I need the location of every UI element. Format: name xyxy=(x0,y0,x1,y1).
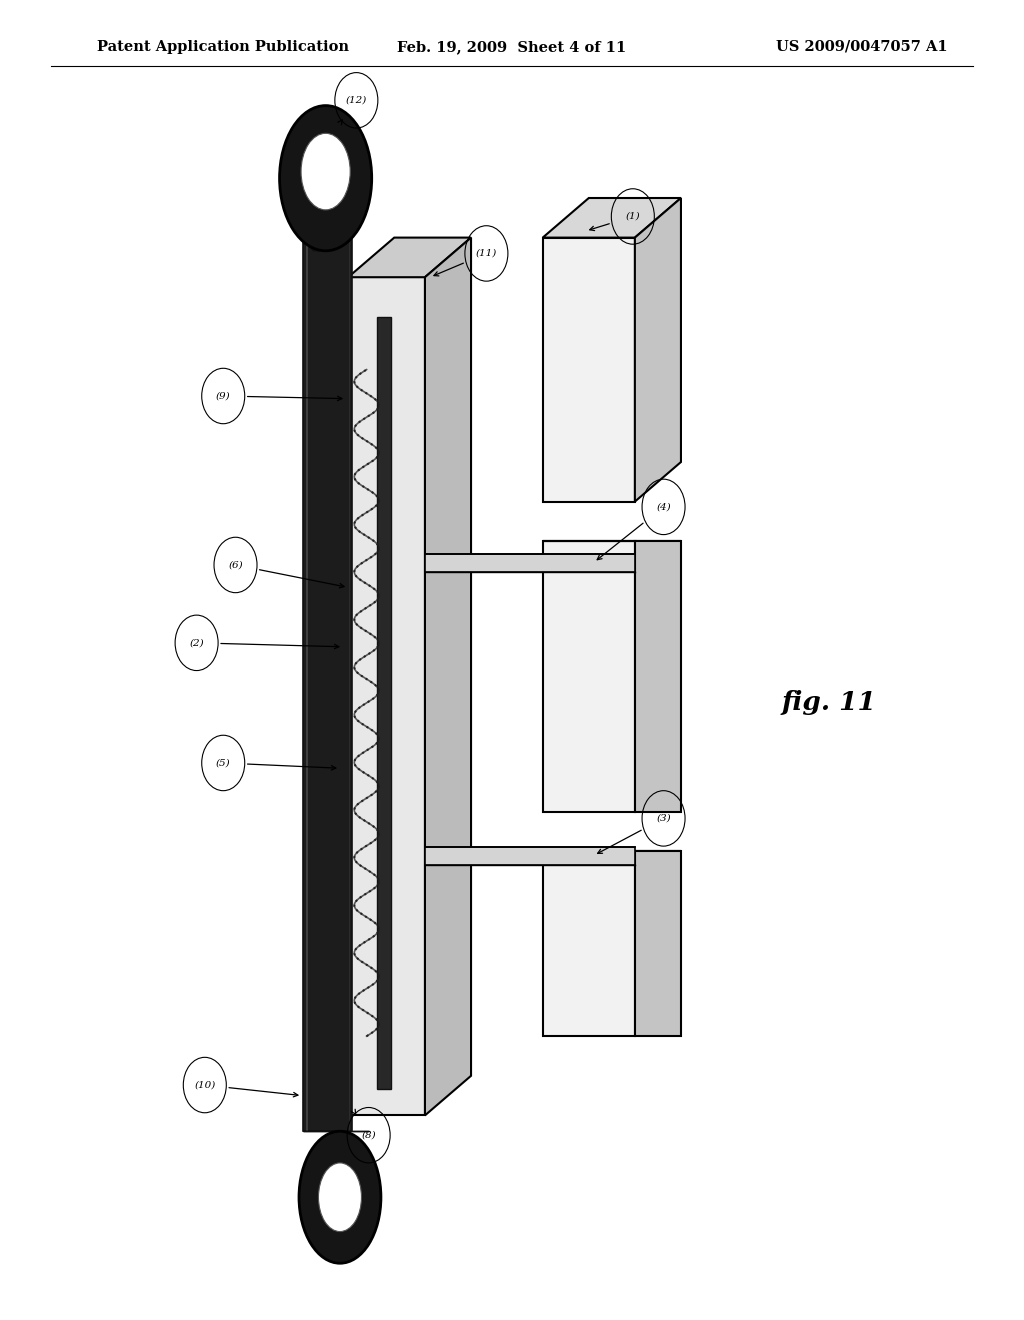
Polygon shape xyxy=(303,238,352,251)
Text: (5): (5) xyxy=(216,759,230,767)
Text: (4): (4) xyxy=(656,503,671,511)
Text: (9): (9) xyxy=(216,392,230,400)
Polygon shape xyxy=(635,198,681,502)
Polygon shape xyxy=(425,847,635,865)
Text: Patent Application Publication: Patent Application Publication xyxy=(97,40,349,54)
Text: (8): (8) xyxy=(361,1131,376,1139)
Text: (6): (6) xyxy=(228,561,243,569)
Text: (10): (10) xyxy=(195,1081,215,1089)
Text: (1): (1) xyxy=(626,213,640,220)
Polygon shape xyxy=(303,238,352,1131)
Text: fig. 11: fig. 11 xyxy=(782,690,877,714)
Polygon shape xyxy=(348,238,471,277)
Polygon shape xyxy=(543,238,635,502)
Text: US 2009/0047057 A1: US 2009/0047057 A1 xyxy=(775,40,947,54)
Polygon shape xyxy=(425,238,471,1115)
Text: (3): (3) xyxy=(656,814,671,822)
Ellipse shape xyxy=(318,1163,361,1232)
Ellipse shape xyxy=(280,106,372,251)
Ellipse shape xyxy=(299,1131,381,1263)
Text: (12): (12) xyxy=(346,96,367,104)
Polygon shape xyxy=(635,851,681,1036)
Text: (11): (11) xyxy=(476,249,497,257)
Polygon shape xyxy=(425,554,635,572)
Polygon shape xyxy=(348,277,425,1115)
Polygon shape xyxy=(543,851,635,1036)
Text: (2): (2) xyxy=(189,639,204,647)
Text: Feb. 19, 2009  Sheet 4 of 11: Feb. 19, 2009 Sheet 4 of 11 xyxy=(397,40,627,54)
Polygon shape xyxy=(377,317,391,1089)
Polygon shape xyxy=(543,541,635,812)
Polygon shape xyxy=(543,198,681,238)
Polygon shape xyxy=(635,541,681,812)
Ellipse shape xyxy=(301,133,350,210)
